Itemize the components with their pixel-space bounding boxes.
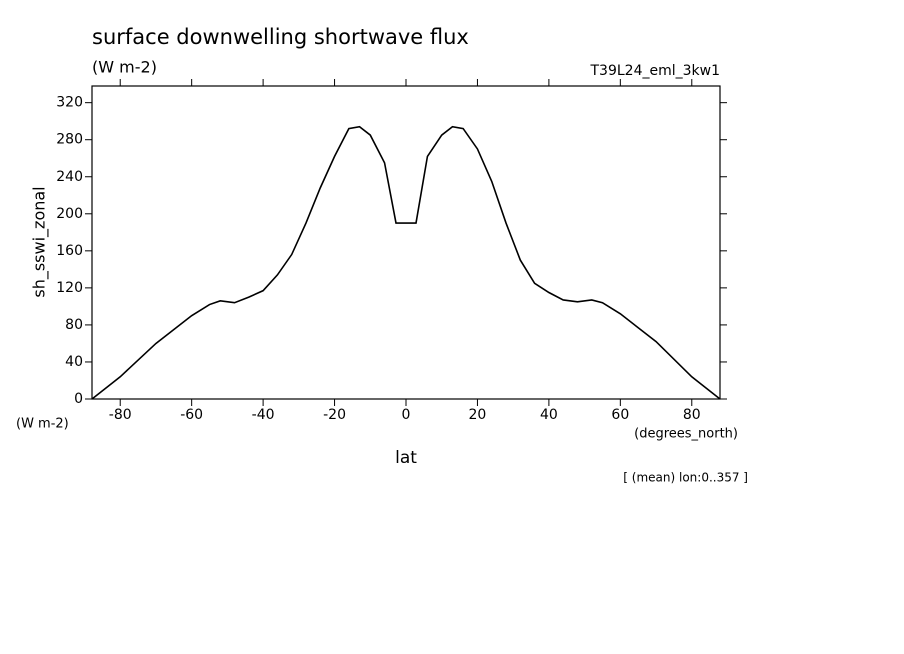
x-tick-label: 40 xyxy=(540,407,558,423)
note: [ (mean) lon:0..357 ] xyxy=(623,471,748,485)
x-tick-label: 20 xyxy=(469,407,487,423)
x-tick-label: 60 xyxy=(611,407,629,423)
y-tick-label: 160 xyxy=(56,243,83,259)
units: (W m-2) xyxy=(92,58,157,77)
y-tick-label: 320 xyxy=(56,95,83,111)
y-tick-label: 120 xyxy=(56,280,83,296)
x-tick-label: 0 xyxy=(402,407,411,423)
y-tick-label: 0 xyxy=(74,391,83,407)
y-axis-label: sh_sswi_zonal xyxy=(30,186,50,297)
x-units: (degrees_north) xyxy=(634,427,738,442)
dataset: T39L24_eml_3kw1 xyxy=(590,63,721,79)
x-tick-label: 80 xyxy=(683,407,701,423)
y-tick-label: 40 xyxy=(65,354,83,370)
x-axis-label: lat xyxy=(395,448,417,468)
y-tick-label: 240 xyxy=(56,169,83,185)
x-tick-label: -40 xyxy=(252,407,275,423)
line xyxy=(91,125,721,400)
plot-frame xyxy=(91,85,721,400)
x-tick-label: -80 xyxy=(109,407,132,423)
y-tick-label: 80 xyxy=(65,317,83,333)
y-units: (W m-2) xyxy=(16,417,69,432)
x-tick-label: -60 xyxy=(180,407,203,423)
x-tick-label: -20 xyxy=(323,407,346,423)
y-tick-label: 280 xyxy=(56,132,83,148)
chart-title: surface downwelling shortwave flux xyxy=(92,25,469,49)
y-tick-label: 200 xyxy=(56,206,83,222)
